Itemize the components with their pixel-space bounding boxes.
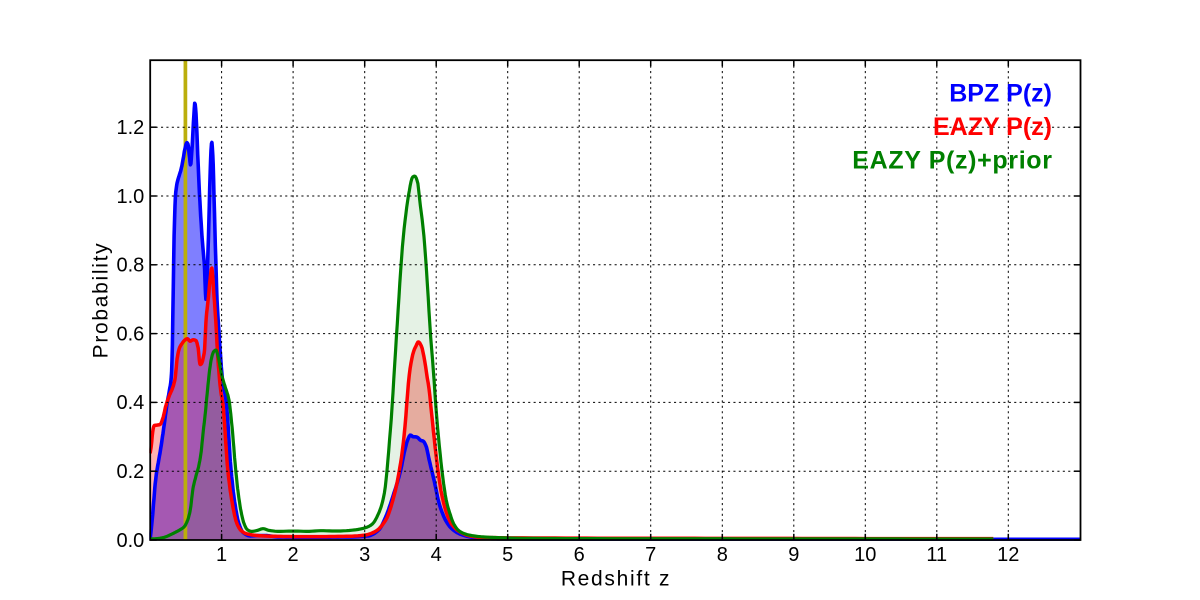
svg-text:3: 3: [359, 544, 370, 566]
svg-text:0.4: 0.4: [116, 392, 144, 414]
svg-text:2: 2: [288, 544, 299, 566]
svg-text:1: 1: [216, 544, 227, 566]
svg-text:0.0: 0.0: [116, 530, 144, 552]
svg-text:EAZY P(z): EAZY P(z): [933, 113, 1052, 141]
svg-text:9: 9: [788, 544, 799, 566]
svg-text:6: 6: [574, 544, 585, 566]
svg-text:BPZ P(z): BPZ P(z): [949, 80, 1052, 108]
svg-text:1.0: 1.0: [116, 186, 144, 208]
svg-text:4: 4: [431, 544, 442, 566]
svg-text:EAZY P(z)+prior: EAZY P(z)+prior: [852, 147, 1052, 175]
svg-text:11: 11: [926, 544, 947, 566]
svg-text:5: 5: [502, 544, 513, 566]
svg-text:7: 7: [645, 544, 656, 566]
svg-text:0.8: 0.8: [116, 255, 144, 277]
svg-text:0.2: 0.2: [116, 461, 144, 483]
svg-text:1.2: 1.2: [116, 117, 144, 139]
svg-text:12: 12: [997, 544, 1019, 566]
svg-text:Redshift z: Redshift z: [561, 568, 671, 591]
svg-text:Probability: Probability: [90, 242, 113, 359]
svg-text:0.6: 0.6: [116, 323, 144, 345]
svg-text:10: 10: [854, 544, 876, 566]
svg-text:8: 8: [717, 544, 728, 566]
